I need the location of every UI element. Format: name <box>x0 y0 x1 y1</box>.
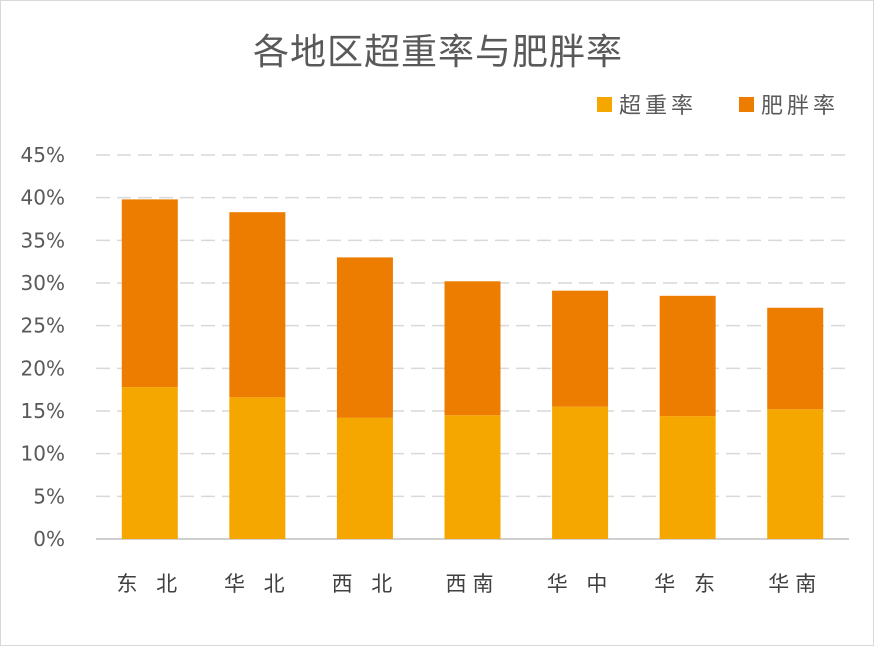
bar-segment-obesity <box>444 281 501 416</box>
bar-segment-obesity <box>121 199 178 388</box>
x-category-label: 西南 <box>446 572 500 596</box>
legend-swatch <box>597 97 612 112</box>
x-category-label: 华南 <box>768 572 822 596</box>
bar-segment-overweight <box>444 415 501 539</box>
y-tick-label: 15% <box>21 399 65 423</box>
bar-segment-overweight <box>552 406 609 539</box>
y-tick-label: 40% <box>21 186 65 210</box>
legend-swatch <box>739 97 754 112</box>
x-category-label: 华 北 <box>224 572 291 596</box>
bar-segment-overweight <box>659 416 716 539</box>
x-category-label: 华 中 <box>547 572 614 596</box>
y-axis-ticks: 0% 5% 10% 15% 20% 25% 30% 35% 40% 45% <box>21 143 65 551</box>
bar-segment-obesity <box>659 295 716 417</box>
bar-segment-obesity <box>229 212 286 398</box>
legend-label: 超重率 <box>619 94 697 119</box>
x-category-label: 西 北 <box>332 572 399 596</box>
y-tick-label: 0% <box>33 527 65 551</box>
bar-segment-overweight <box>767 409 824 539</box>
y-tick-label: 45% <box>21 143 65 167</box>
y-tick-label: 20% <box>21 356 65 380</box>
bar-segment-overweight <box>229 397 286 539</box>
x-axis-categories: 东 北 华 北 西 北 西南 华 中 华 东 华南 <box>116 572 822 596</box>
y-tick-label: 25% <box>21 314 65 338</box>
bar-segment-obesity <box>552 290 609 407</box>
x-category-label: 东 北 <box>116 572 183 596</box>
chart-title: 各地区超重率与肥胖率 <box>252 32 623 73</box>
bar-segment-obesity <box>767 307 824 410</box>
y-tick-label: 35% <box>21 228 65 252</box>
bar-segment-obesity <box>336 257 393 418</box>
bars <box>121 199 824 539</box>
bar-segment-overweight <box>121 387 178 539</box>
y-tick-label: 5% <box>33 484 65 508</box>
x-category-label: 华 东 <box>654 572 721 596</box>
legend-label: 肥胖率 <box>761 94 839 119</box>
legend: 超重率 肥胖率 <box>597 94 839 119</box>
bar-segment-overweight <box>336 417 393 539</box>
y-tick-label: 30% <box>21 271 65 295</box>
y-tick-label: 10% <box>21 442 65 466</box>
